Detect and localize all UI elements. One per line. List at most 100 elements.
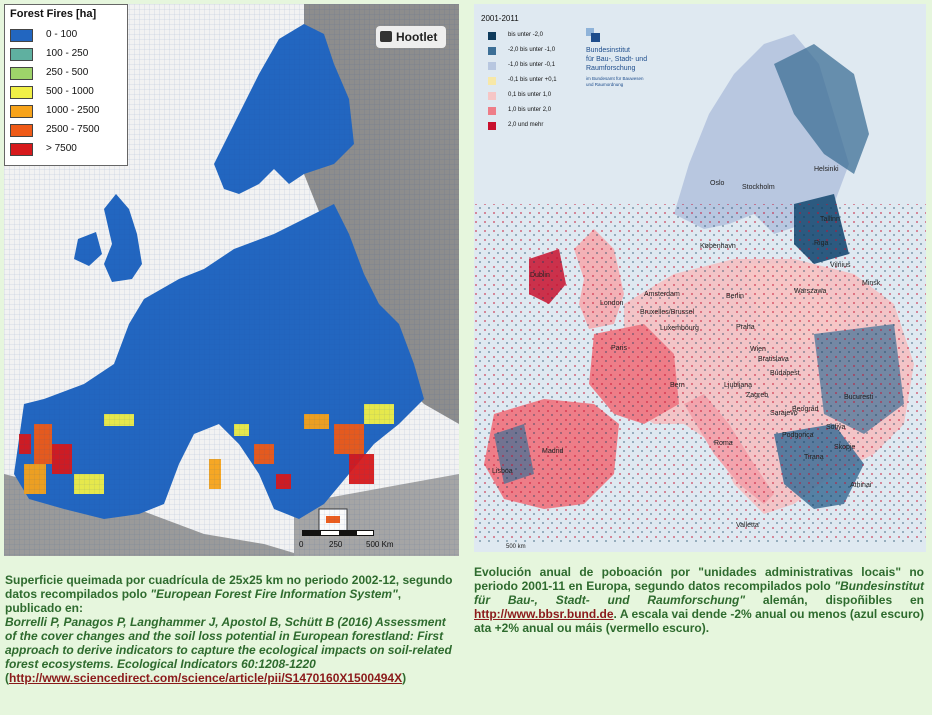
legend-label: bis unter -2,0 <box>508 32 544 38</box>
city-label: Tirana <box>804 454 824 461</box>
caption-citation: Borrelli P, Panagos P, Langhammer J, Apo… <box>5 615 452 671</box>
sciencedirect-link[interactable]: http://www.sciencedirect.com/science/art… <box>9 671 403 685</box>
bbsr-link[interactable]: http://www.bbsr.bund.de <box>474 607 614 621</box>
city-label: Wien <box>750 346 766 353</box>
city-label: Bern <box>670 382 685 389</box>
city-label: Dublin <box>530 272 550 279</box>
legend-swatch <box>488 32 496 40</box>
bbsr-name-line: Raumforschung <box>586 65 636 72</box>
legend-label: 250 - 500 <box>46 67 89 78</box>
legend-label: 500 - 1000 <box>46 86 94 97</box>
right-caption: Evolución anual de poboación por "unidad… <box>474 565 924 635</box>
city-label: Bratislava <box>758 356 789 363</box>
forest-fires-map-canvas <box>4 4 459 556</box>
city-label: Tallinn <box>820 216 840 223</box>
city-label: Ljubljana <box>724 382 753 389</box>
city-label: Stockholm <box>742 184 775 191</box>
legend-swatch <box>10 29 33 42</box>
legend-label: > 7500 <box>46 143 77 154</box>
legend-swatch <box>10 124 33 137</box>
legend-swatch <box>488 77 496 85</box>
legend-swatch <box>10 67 33 80</box>
caption-paren: ) <box>402 671 407 685</box>
city-label: Luxembourg <box>660 325 699 332</box>
caption-text: . A escala vai dende -2% anual ou menos … <box>474 607 924 635</box>
city-label: Skopje <box>834 444 856 451</box>
caption-source-title: "Bundesinstitut für Bau-, Stadt- und Rau… <box>474 579 924 607</box>
camera-icon <box>380 31 392 42</box>
legend-label: -2,0 bis unter -1,0 <box>508 47 556 53</box>
city-label: København <box>700 243 736 250</box>
caption-source-title: "European Forest Fire Information System… <box>150 587 398 601</box>
bbsr-name: Bundesinstitut für Bau-, Stadt- und Raum… <box>586 46 676 73</box>
legend-swatch <box>10 48 33 61</box>
city-label: Riga <box>814 240 829 247</box>
city-label: Sarajevo <box>770 410 798 417</box>
legend-label: 2,0 und mehr <box>508 122 544 128</box>
legend-swatch <box>488 92 496 100</box>
population-change-map: 2001-2011 bis unter -2,0 -2,0 bis unter … <box>474 4 926 552</box>
city-label: Praha <box>736 324 755 331</box>
city-label: Lisboa <box>492 468 513 475</box>
city-label: Budapest <box>770 370 800 377</box>
legend-label: 1,0 bis unter 2,0 <box>508 107 552 113</box>
bbsr-subtitle: im Bundesamt für Bauwesen und Raumordnun… <box>586 76 676 88</box>
legend-swatch <box>488 122 496 130</box>
caption-text: Superficie queimada por cuadrícula de 25… <box>5 573 453 601</box>
legend-swatch <box>488 107 496 115</box>
city-label: Berlin <box>726 293 744 300</box>
bbsr-name-line: für Bau-, Stadt- und <box>586 56 648 63</box>
fire-legend-title: Forest Fires [ha] <box>10 8 97 20</box>
city-label: Oslo <box>710 180 725 187</box>
bbsr-logo-icon <box>586 28 600 42</box>
bbsr-name-line: Bundesinstitut <box>586 47 630 54</box>
scale-label: 0 <box>299 540 304 549</box>
city-label: Bucuresti <box>844 394 874 401</box>
city-label: Zagreb <box>746 392 769 399</box>
city-label: Podgorica <box>782 432 814 439</box>
legend-label: 0 - 100 <box>46 29 78 40</box>
city-label: Beograd <box>792 406 819 413</box>
legend-label: 100 - 250 <box>46 48 89 59</box>
caption-paren: ( <box>5 671 9 685</box>
population-map-canvas <box>474 4 926 552</box>
legend-label: -0,1 bis unter +0,1 <box>508 77 557 83</box>
city-label: Paris <box>611 345 627 352</box>
scale-label: 250 <box>329 540 343 549</box>
hootlet-label: Hootlet <box>396 30 438 44</box>
population-legend-title: 2001-2011 <box>481 14 519 23</box>
caption-text: , publicado en: <box>5 587 402 615</box>
city-label: Roma <box>714 440 733 447</box>
fire-legend: Forest Fires [ha] 0 - 100 100 - 250 250 … <box>4 4 128 166</box>
legend-swatch <box>10 86 33 99</box>
legend-label: 1000 - 2500 <box>46 105 100 116</box>
city-label: Madrid <box>542 448 564 455</box>
caption-text: alemán, dispoñibles en <box>745 593 924 607</box>
city-label: Minsk <box>862 280 881 287</box>
bbsr-subtitle-line: im Bundesamt für Bauwesen <box>586 76 644 81</box>
city-label: Bruxelles/Brussel <box>640 309 695 316</box>
left-caption: Superficie queimada por cuadrícula de 25… <box>5 573 460 685</box>
caption-text: Evolución anual de poboación por "unidad… <box>474 565 924 593</box>
legend-label: 0,1 bis unter 1,0 <box>508 92 552 98</box>
forest-fires-map: Forest Fires [ha] 0 - 100 100 - 250 250 … <box>4 4 459 556</box>
city-label: Warszawa <box>794 288 827 295</box>
hootlet-badge[interactable]: Hootlet <box>376 26 446 48</box>
city-label: Amsterdam <box>644 291 680 298</box>
legend-swatch <box>488 62 496 70</box>
map-scale-bar: 0 250 500 Km <box>299 526 452 554</box>
legend-swatch <box>10 105 33 118</box>
legend-label: 2500 - 7500 <box>46 124 100 135</box>
city-label: London <box>600 300 624 307</box>
legend-swatch <box>488 47 496 55</box>
map-scale-label: 500 km <box>506 544 526 550</box>
city-label: Sofiya <box>826 424 846 431</box>
legend-label: -1,0 bis unter -0,1 <box>508 62 556 68</box>
city-label: Athinai <box>850 482 872 489</box>
city-label: Helsinki <box>814 166 839 173</box>
scale-bar-graphic <box>302 530 374 536</box>
bbsr-subtitle-line: und Raumordnung <box>586 82 624 87</box>
bbsr-logo-block: Bundesinstitut für Bau-, Stadt- und Raum… <box>586 28 676 88</box>
city-label: Vilnius <box>830 262 851 269</box>
legend-swatch <box>10 143 33 156</box>
